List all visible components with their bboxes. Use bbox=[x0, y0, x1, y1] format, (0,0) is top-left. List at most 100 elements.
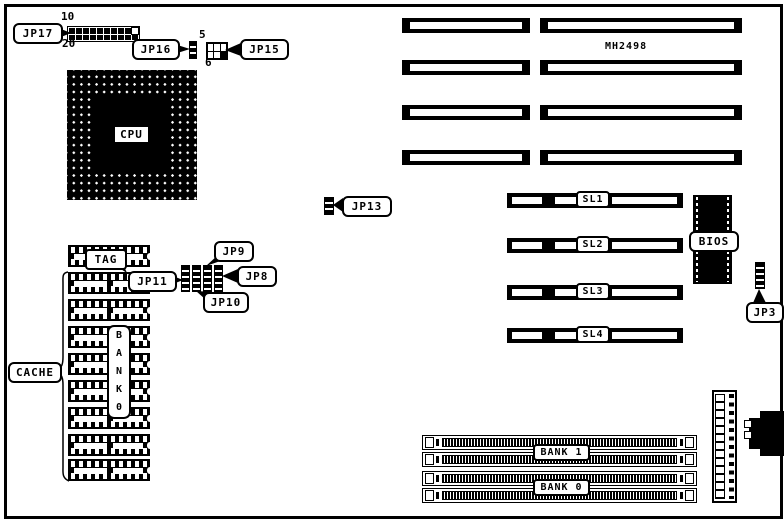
slot-segment bbox=[512, 289, 542, 296]
pin-cell bbox=[220, 44, 226, 51]
jp17-pin-header bbox=[67, 26, 140, 42]
slot-segment bbox=[512, 197, 542, 204]
slot-opening bbox=[410, 109, 522, 116]
simm30-slot-sl1: SL1 bbox=[507, 191, 683, 208]
socket-clip bbox=[436, 439, 439, 446]
keyboard-connector bbox=[760, 411, 784, 456]
socket-clip bbox=[680, 439, 683, 446]
callout-jp15: JP15 bbox=[240, 39, 289, 60]
chip-body bbox=[113, 416, 143, 422]
slot-opening bbox=[548, 109, 734, 116]
simm30-slot-sl3: SL3 bbox=[507, 283, 683, 300]
chip-body bbox=[74, 416, 107, 422]
socket-contacts bbox=[442, 474, 677, 483]
pin-cell bbox=[97, 34, 103, 40]
jp13-jumper bbox=[324, 197, 334, 215]
slot-opening bbox=[410, 154, 522, 161]
jp15-pin6-label: 6 bbox=[205, 56, 212, 69]
cache-bank0-vertical-label: B A N K 0 bbox=[107, 325, 131, 419]
jp8-jumper bbox=[214, 265, 223, 292]
expansion-slot bbox=[540, 105, 742, 120]
expansion-slot bbox=[540, 150, 742, 165]
sl4-label: SL4 bbox=[576, 326, 610, 343]
expansion-slot bbox=[402, 105, 530, 120]
slot-segment bbox=[555, 242, 577, 249]
jp9-jumper bbox=[203, 265, 212, 292]
pin-cell bbox=[111, 28, 117, 34]
chip-notch bbox=[147, 334, 150, 341]
callout-tag: TAG bbox=[85, 249, 127, 270]
socket-end bbox=[425, 473, 434, 484]
chip-body bbox=[74, 308, 107, 314]
sl1-label: SL1 bbox=[576, 191, 610, 208]
chip-notch bbox=[147, 467, 150, 474]
pin-cell bbox=[125, 28, 131, 34]
socket-clip bbox=[436, 475, 439, 482]
callout-jp13: JP13 bbox=[342, 196, 392, 217]
socket-end bbox=[425, 437, 434, 448]
jp3-jumper bbox=[755, 262, 765, 289]
cpu-label: CPU bbox=[114, 126, 149, 143]
callout-jp16: JP16 bbox=[132, 39, 180, 60]
slot-segment bbox=[555, 332, 577, 339]
socket-end bbox=[425, 454, 434, 465]
chip-body bbox=[74, 335, 107, 341]
cache-chip bbox=[68, 434, 150, 456]
socket-end bbox=[685, 490, 694, 501]
socket-clip bbox=[680, 492, 683, 499]
pin-cell bbox=[69, 28, 75, 34]
chip-notch bbox=[147, 253, 150, 260]
pin-cell bbox=[104, 28, 110, 34]
simm30-slot-sl2: SL2 bbox=[507, 236, 683, 253]
pin-cell bbox=[90, 28, 96, 34]
callout-cache: CACHE bbox=[8, 362, 62, 383]
expansion-slot bbox=[540, 60, 742, 75]
pin-cell bbox=[111, 34, 117, 40]
jp10-jumper bbox=[192, 265, 201, 292]
socket-end bbox=[685, 454, 694, 465]
pin-cell bbox=[214, 51, 220, 58]
pin-cell bbox=[104, 34, 110, 40]
pin-cell bbox=[208, 44, 214, 51]
callout-jp11: JP11 bbox=[128, 271, 177, 292]
callout-jp3: JP3 bbox=[746, 302, 784, 323]
jp15-jumper-block bbox=[206, 42, 228, 60]
bank1-label: BANK 1 bbox=[533, 444, 590, 461]
pin-cell bbox=[83, 28, 89, 34]
pin-cell bbox=[125, 34, 131, 40]
socket-clip bbox=[680, 456, 683, 463]
keyboard-connector-pin bbox=[744, 420, 752, 428]
pin-cell bbox=[83, 34, 89, 40]
expansion-slot bbox=[402, 18, 530, 33]
socket-contacts bbox=[442, 438, 677, 447]
pin-cell bbox=[220, 51, 226, 58]
chip-notch bbox=[147, 388, 150, 395]
chip-body bbox=[74, 389, 107, 395]
socket-clip bbox=[680, 475, 683, 482]
socket-clip bbox=[436, 456, 439, 463]
chip-body bbox=[113, 443, 143, 449]
slot-segment bbox=[512, 242, 542, 249]
chip-body bbox=[113, 254, 143, 260]
slot-opening bbox=[548, 154, 734, 161]
slot-segment bbox=[612, 242, 677, 249]
slot-opening bbox=[548, 22, 734, 29]
pin-cell bbox=[97, 28, 103, 34]
pin-cell bbox=[69, 34, 75, 40]
chip-notch bbox=[147, 442, 150, 449]
socket-clip bbox=[436, 492, 439, 499]
expansion-slot bbox=[402, 60, 530, 75]
slot-segment bbox=[555, 197, 577, 204]
chip-notch bbox=[147, 307, 150, 314]
pin-cell bbox=[76, 28, 82, 34]
slot-segment bbox=[612, 289, 677, 296]
slot-segment bbox=[555, 289, 577, 296]
keyboard-connector-pin bbox=[744, 431, 752, 439]
sl2-label: SL2 bbox=[576, 236, 610, 253]
chip-body bbox=[74, 443, 107, 449]
expansion-slot bbox=[402, 150, 530, 165]
sl3-label: SL3 bbox=[576, 283, 610, 300]
pin-cell bbox=[90, 34, 96, 40]
board-outline bbox=[4, 4, 783, 519]
pin-cell bbox=[132, 34, 138, 40]
